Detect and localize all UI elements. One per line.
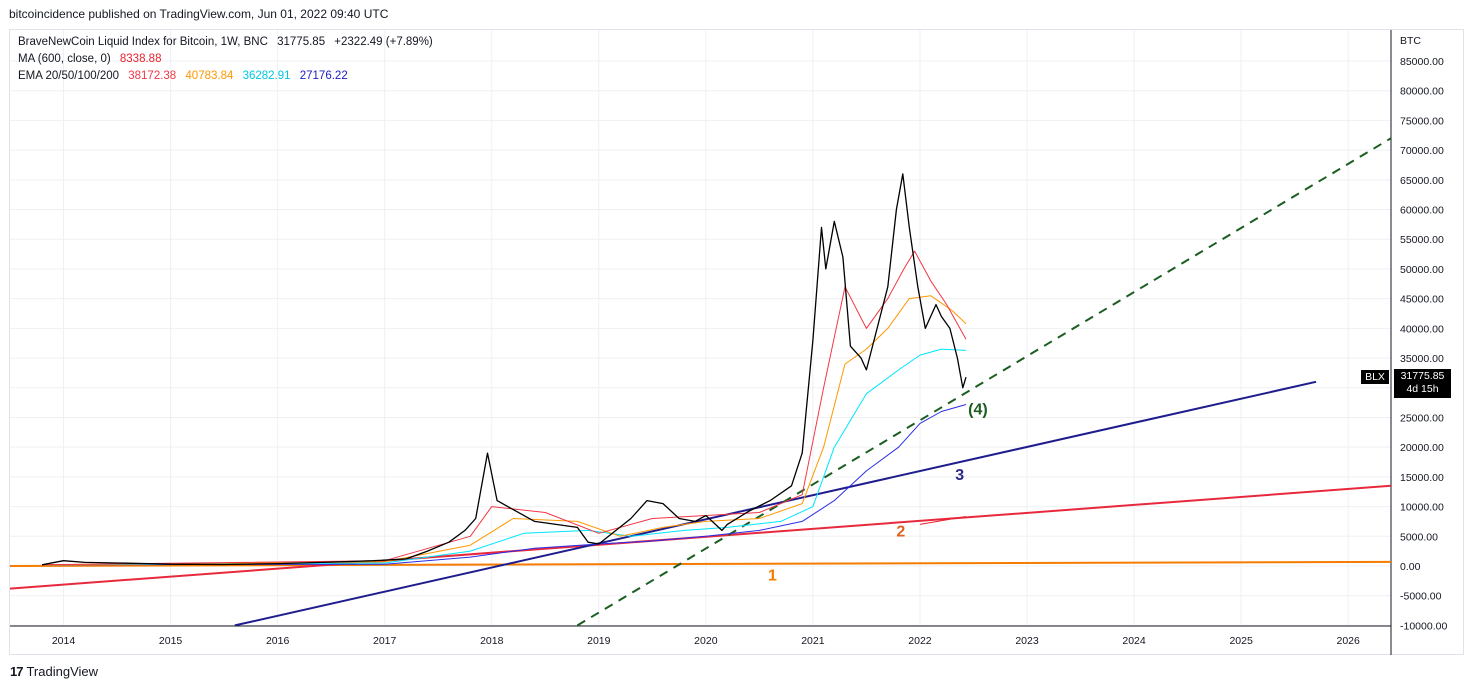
x-tick-label: 2017: [373, 635, 397, 647]
x-tick-label: 2021: [801, 635, 825, 647]
legend-ema-label: EMA 20/50/100/200: [18, 70, 120, 82]
legend-change: +2322.49 (+7.89%): [334, 36, 433, 48]
y-tick-label: 75000.00: [1400, 115, 1444, 127]
legend-symbol: BraveNewCoin Liquid Index for Bitcoin, 1…: [18, 36, 268, 48]
annotation-label-1: 1: [768, 567, 777, 584]
annotation-label-4: (4): [968, 402, 988, 419]
x-tick-label: 2022: [908, 635, 932, 647]
y-tick-label: 35000.00: [1400, 353, 1444, 365]
footer-brand[interactable]: TradingView: [26, 664, 99, 679]
legend-ma-value: 8338.88: [119, 53, 162, 65]
annotation-label-3: 3: [955, 467, 964, 484]
y-tick-label: 60000.00: [1400, 205, 1444, 217]
plot-area: [10, 137, 1391, 626]
y-tick-label: 45000.00: [1400, 294, 1444, 306]
x-tick-label: 2026: [1336, 635, 1360, 647]
legend-close: 31775.85: [277, 36, 326, 48]
bar-countdown: 4d 15h: [1406, 383, 1439, 395]
y-tick-label: 80000.00: [1400, 86, 1444, 98]
y-tick-label: 5000.00: [1400, 531, 1438, 543]
y-tick-label: 40000.00: [1400, 323, 1444, 335]
ema50-line: [42, 295, 967, 566]
y-tick-label: 55000.00: [1400, 234, 1444, 246]
chart-frame: [9, 29, 1464, 655]
ema20-line: [42, 250, 967, 566]
x-tick-label: 2019: [587, 635, 611, 647]
last-price-label: 31775.85 4d 15h: [1394, 369, 1451, 398]
annotation-label-2: 2: [896, 523, 905, 540]
last-price: 31775.85: [1400, 370, 1445, 382]
legend-ema20: 38172.38: [128, 70, 177, 82]
ma600-line: [919, 516, 967, 525]
y-tick-label: 25000.00: [1400, 412, 1444, 424]
x-tick-label: 2024: [1122, 635, 1146, 647]
y-tick-label: 50000.00: [1400, 264, 1444, 276]
x-tick-label: 2025: [1229, 635, 1253, 647]
x-tick-label: 2016: [266, 635, 290, 647]
y-tick-label: -5000.00: [1400, 591, 1442, 603]
y-tick-label: 65000.00: [1400, 175, 1444, 187]
y-axis-unit: BTC: [1400, 35, 1421, 47]
y-tick-label: 70000.00: [1400, 145, 1444, 157]
y-tick-label: 10000.00: [1400, 502, 1444, 514]
ema200-line: [42, 404, 967, 566]
y-tick-label: 15000.00: [1400, 472, 1444, 484]
ema100-line: [42, 348, 967, 566]
symbol-tag: BLX: [1361, 370, 1389, 384]
trendline-4: [576, 137, 1391, 626]
y-tick-label: 0.00: [1400, 561, 1421, 573]
footer: 17 TradingView: [10, 664, 98, 679]
legend-ema100: 36282.91: [242, 70, 291, 82]
x-tick-label: 2015: [159, 635, 183, 647]
x-tick-label: 2020: [694, 635, 718, 647]
x-tick-label: 2018: [480, 635, 504, 647]
x-tick-label: 2014: [52, 635, 76, 647]
trendline-1: [10, 560, 1391, 567]
y-tick-label: -10000.00: [1400, 620, 1447, 632]
published-header: bitcoincidence published on TradingView.…: [9, 7, 389, 21]
chart-legend: BraveNewCoin Liquid Index for Bitcoin, 1…: [18, 34, 439, 85]
trendline-3: [234, 380, 1317, 626]
x-tick-label: 2023: [1015, 635, 1039, 647]
legend-ema200: 27176.22: [299, 70, 348, 82]
y-tick-label: 85000.00: [1400, 56, 1444, 68]
tradingview-logo-icon: 17: [10, 664, 24, 679]
y-tick-label: 20000.00: [1400, 442, 1444, 454]
legend-ema50: 40783.84: [185, 70, 234, 82]
price-line: [41, 173, 967, 566]
legend-ma-label: MA (600, close, 0): [18, 53, 111, 65]
